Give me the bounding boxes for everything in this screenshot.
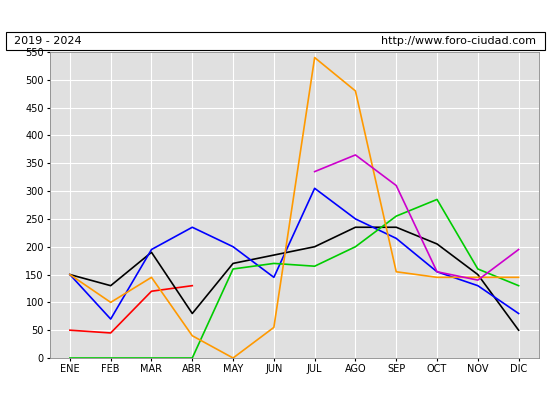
Text: Evolucion Nº Turistas Nacionales en el municipio de Monterde: Evolucion Nº Turistas Nacionales en el m… — [60, 8, 490, 22]
Text: 2019 - 2024: 2019 - 2024 — [14, 36, 81, 46]
Text: http://www.foro-ciudad.com: http://www.foro-ciudad.com — [381, 36, 536, 46]
